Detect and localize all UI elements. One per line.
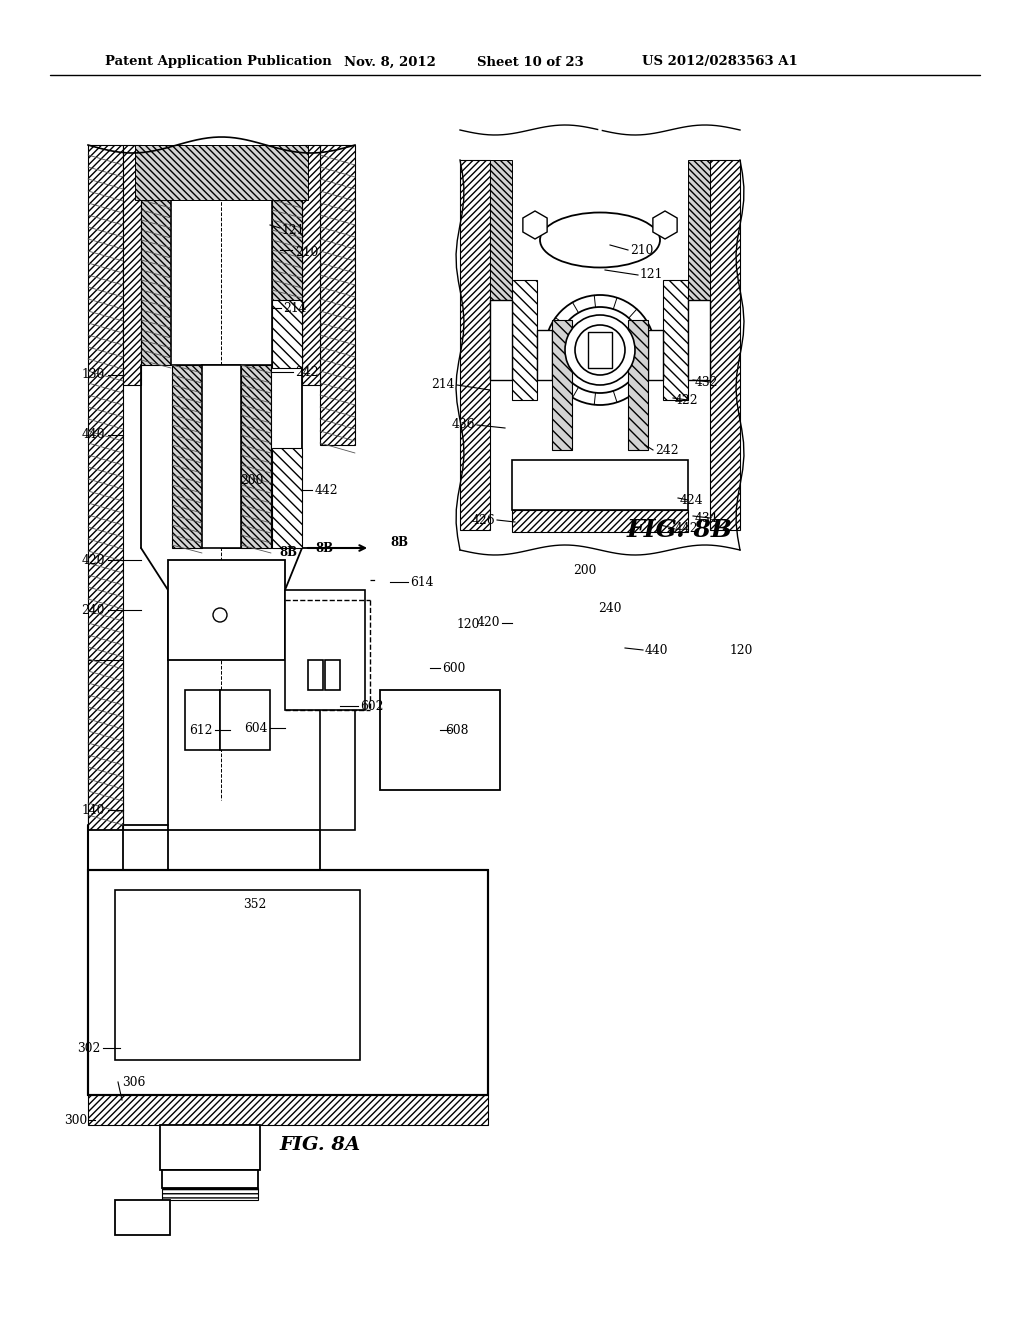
- Bar: [272, 447, 302, 548]
- Text: 352: 352: [244, 899, 266, 912]
- Bar: [115, 1200, 170, 1236]
- Bar: [141, 145, 221, 201]
- Bar: [490, 300, 512, 380]
- Bar: [512, 459, 688, 510]
- Bar: [628, 319, 648, 450]
- Bar: [123, 145, 141, 385]
- Text: Nov. 8, 2012: Nov. 8, 2012: [344, 55, 436, 69]
- Text: 300: 300: [63, 1114, 87, 1126]
- Text: 612: 612: [189, 723, 213, 737]
- Bar: [88, 145, 123, 825]
- Bar: [256, 145, 302, 201]
- Bar: [168, 560, 285, 660]
- Bar: [588, 333, 612, 368]
- Text: 420: 420: [476, 616, 500, 630]
- Text: 240: 240: [82, 603, 105, 616]
- Text: 200: 200: [241, 474, 264, 487]
- Text: Sheet 10 of 23: Sheet 10 of 23: [476, 55, 584, 69]
- Bar: [162, 1170, 258, 1188]
- Bar: [537, 330, 552, 380]
- Text: 440: 440: [82, 429, 105, 441]
- Text: 242: 242: [295, 366, 318, 379]
- Text: 442: 442: [675, 521, 698, 535]
- Text: 214: 214: [431, 379, 455, 392]
- Bar: [135, 145, 308, 201]
- Text: 8B: 8B: [315, 543, 333, 554]
- Text: 130: 130: [82, 368, 105, 381]
- Bar: [710, 160, 740, 531]
- Text: US 2012/0283563 A1: US 2012/0283563 A1: [642, 55, 798, 69]
- Bar: [88, 1096, 488, 1125]
- Bar: [88, 870, 488, 1096]
- Bar: [648, 330, 663, 380]
- Bar: [302, 145, 319, 385]
- Bar: [185, 690, 220, 750]
- Text: 600: 600: [442, 661, 465, 675]
- Text: 120: 120: [730, 644, 754, 656]
- Bar: [171, 201, 272, 366]
- Text: 420: 420: [82, 553, 105, 566]
- Text: 604: 604: [245, 722, 268, 734]
- Bar: [272, 201, 302, 366]
- Bar: [688, 160, 710, 319]
- Bar: [490, 160, 512, 319]
- Text: 210: 210: [295, 246, 318, 259]
- Bar: [460, 160, 490, 531]
- Text: 214: 214: [283, 301, 306, 314]
- Text: 436: 436: [452, 418, 475, 432]
- Text: 120: 120: [457, 619, 480, 631]
- Text: 210: 210: [630, 243, 653, 256]
- Bar: [202, 366, 241, 548]
- Text: FIG. 8A: FIG. 8A: [280, 1137, 360, 1154]
- Text: Patent Application Publication: Patent Application Publication: [105, 55, 332, 69]
- Text: 200: 200: [573, 564, 597, 577]
- Bar: [512, 280, 537, 400]
- Text: 614: 614: [410, 576, 433, 589]
- Bar: [688, 300, 710, 380]
- Bar: [220, 690, 270, 750]
- Bar: [241, 366, 271, 548]
- Bar: [88, 830, 319, 870]
- Bar: [663, 280, 688, 400]
- Text: 242: 242: [655, 444, 679, 457]
- Text: 426: 426: [471, 513, 495, 527]
- Bar: [319, 660, 355, 830]
- Bar: [88, 660, 123, 830]
- Polygon shape: [653, 211, 677, 239]
- Text: 121: 121: [282, 223, 305, 236]
- Bar: [552, 319, 572, 450]
- Bar: [308, 660, 323, 690]
- Bar: [160, 1125, 260, 1170]
- Text: 602: 602: [360, 700, 384, 713]
- Text: 608: 608: [445, 723, 469, 737]
- Text: FIG. 8B: FIG. 8B: [627, 517, 733, 543]
- Text: 121: 121: [640, 268, 664, 281]
- Bar: [319, 145, 355, 445]
- Text: 440: 440: [645, 644, 669, 656]
- Text: 240: 240: [598, 602, 622, 615]
- Text: 306: 306: [122, 1076, 145, 1089]
- Text: 422: 422: [675, 393, 698, 407]
- Bar: [325, 660, 340, 690]
- Bar: [512, 510, 688, 532]
- Text: 302: 302: [77, 1041, 100, 1055]
- Text: 424: 424: [680, 494, 703, 507]
- Bar: [380, 690, 500, 789]
- Ellipse shape: [540, 213, 660, 268]
- Text: 140: 140: [82, 804, 105, 817]
- Bar: [272, 300, 302, 368]
- Bar: [141, 201, 171, 366]
- Polygon shape: [523, 211, 547, 239]
- Bar: [115, 890, 360, 1060]
- Text: 8B: 8B: [390, 536, 408, 549]
- Text: 8B: 8B: [279, 546, 297, 560]
- Circle shape: [213, 609, 227, 622]
- Bar: [172, 366, 202, 548]
- Text: 434: 434: [695, 511, 719, 524]
- Bar: [162, 1188, 258, 1200]
- Text: 442: 442: [315, 483, 339, 496]
- Text: 432: 432: [695, 375, 719, 388]
- Bar: [285, 590, 365, 710]
